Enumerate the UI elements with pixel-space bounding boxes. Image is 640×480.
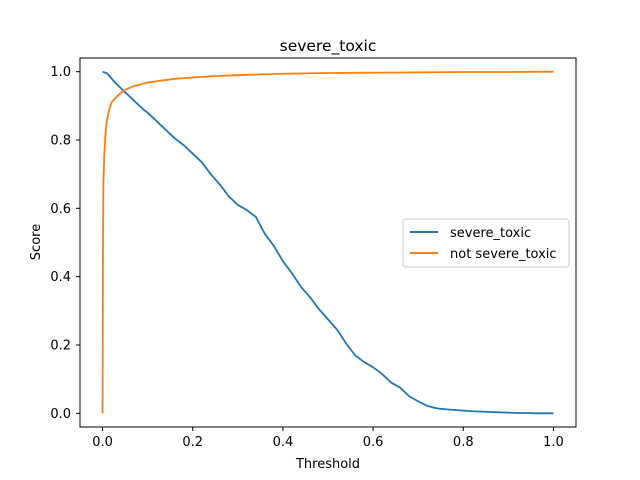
chart-title: severe_toxic [280, 37, 377, 56]
y-tick-label: 0.0 [50, 407, 71, 422]
y-tick-label: 0.4 [50, 270, 71, 285]
y-tick-label: 0.2 [50, 339, 71, 354]
y-tick-label: 0.6 [50, 202, 71, 217]
x-tick-label: 0.4 [273, 435, 294, 450]
y-tick-label: 0.8 [50, 134, 71, 149]
legend-box [402, 218, 570, 268]
x-tick-label: 0.8 [453, 435, 474, 450]
series-layer [101, 70, 554, 415]
x-tick-label: 0.0 [92, 435, 113, 450]
x-tick-label: 1.0 [543, 435, 564, 450]
legend-label-severe-toxic: severe_toxic [450, 226, 531, 241]
plot-frame [79, 57, 577, 428]
y-axis-label: Score [29, 224, 44, 260]
series-line-severe-toxic [102, 70, 554, 415]
x-axis-label: Threshold [295, 457, 360, 472]
y-tick-label: 1.0 [50, 65, 71, 80]
series-line-not-severe-toxic [101, 70, 554, 414]
x-tick-label: 0.6 [363, 435, 384, 450]
legend-label-not-severe-toxic: not severe_toxic [450, 247, 557, 262]
legend: severe_toxic not severe_toxic [402, 218, 570, 268]
ticks-layer: 0.0 0.2 0.4 0.6 0.8 1.0 0.0 0.2 0.4 0.6 0.8 1.0 [50, 65, 563, 450]
x-tick-label: 0.2 [182, 435, 203, 450]
